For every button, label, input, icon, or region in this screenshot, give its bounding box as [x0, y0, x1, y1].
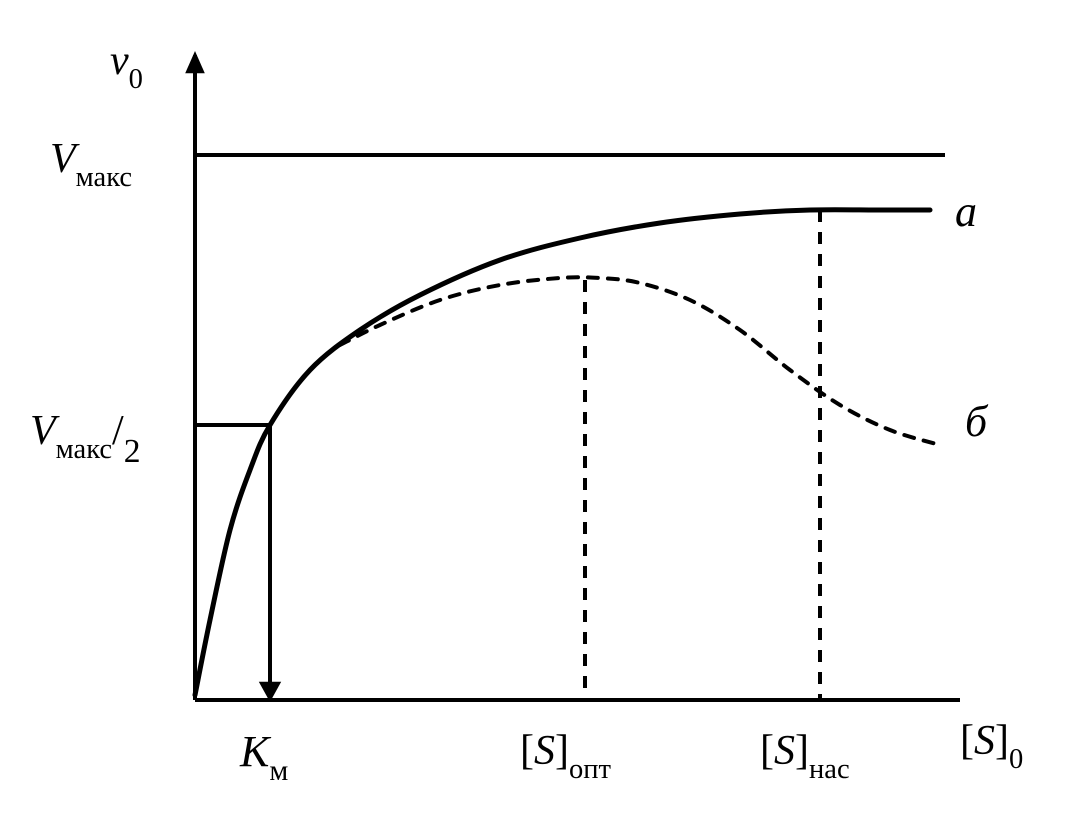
chart-stage: v0 [S]0 Vмакс Vмакс/2 Kм [S]опт [S]нас a… [0, 0, 1065, 817]
vhalf-label: Vмакс/2 [30, 410, 141, 460]
s-opt-label: [S]опт [520, 730, 611, 780]
km-label: Kм [240, 730, 288, 782]
curve-b [340, 277, 940, 445]
s-nas-label: [S]нас [760, 730, 850, 780]
chart-svg [0, 0, 1065, 817]
y-axis-arrow-icon [185, 51, 205, 73]
y-axis-label: v0 [110, 40, 143, 90]
x-axis-label: [S]0 [960, 720, 1023, 770]
curve-a-label: a [955, 190, 977, 234]
vmax-label: Vмакс [50, 138, 132, 188]
curve-b-label: б [965, 400, 987, 444]
